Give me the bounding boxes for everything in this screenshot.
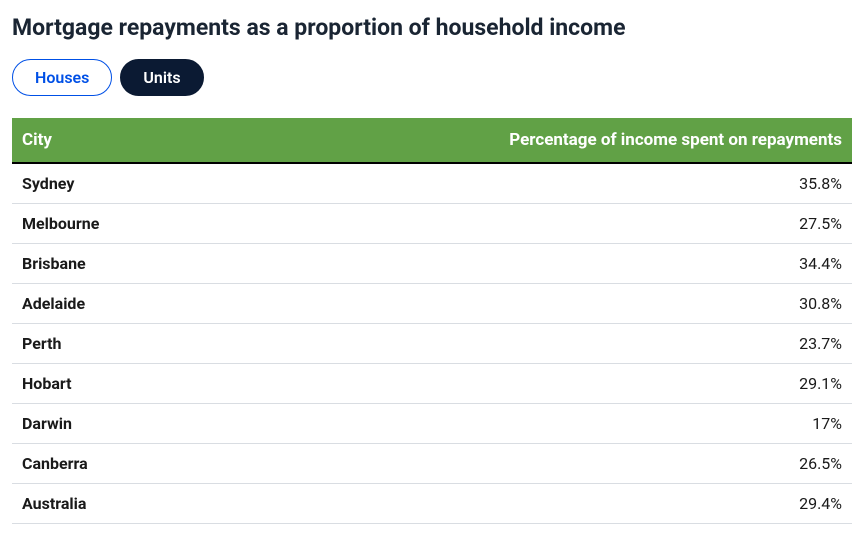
cell-value: 29.4% xyxy=(194,484,852,524)
table-header-row: City Percentage of income spent on repay… xyxy=(12,118,852,163)
cell-value: 30.8% xyxy=(194,284,852,324)
page-title: Mortgage repayments as a proportion of h… xyxy=(12,14,852,41)
cell-city: Sydney xyxy=(12,163,194,204)
col-header-percentage: Percentage of income spent on repayments xyxy=(194,118,852,163)
cell-city: Hobart xyxy=(12,364,194,404)
cell-city: Australia xyxy=(12,484,194,524)
cell-city: Melbourne xyxy=(12,204,194,244)
cell-value: 29.1% xyxy=(194,364,852,404)
tab-group: Houses Units xyxy=(12,59,852,96)
col-header-city: City xyxy=(12,118,194,163)
cell-value: 17% xyxy=(194,404,852,444)
tab-houses[interactable]: Houses xyxy=(12,59,112,96)
cell-value: 23.7% xyxy=(194,324,852,364)
table-row: Australia 29.4% xyxy=(12,484,852,524)
table-row: Hobart 29.1% xyxy=(12,364,852,404)
table-row: Perth 23.7% xyxy=(12,324,852,364)
cell-city: Darwin xyxy=(12,404,194,444)
cell-city: Canberra xyxy=(12,444,194,484)
cell-city: Adelaide xyxy=(12,284,194,324)
cell-value: 35.8% xyxy=(194,163,852,204)
cell-value: 27.5% xyxy=(194,204,852,244)
table-row: Darwin 17% xyxy=(12,404,852,444)
cell-value: 34.4% xyxy=(194,244,852,284)
tab-units[interactable]: Units xyxy=(120,59,203,96)
table-row: Brisbane 34.4% xyxy=(12,244,852,284)
table-row: Sydney 35.8% xyxy=(12,163,852,204)
cell-city: Perth xyxy=(12,324,194,364)
cell-value: 26.5% xyxy=(194,444,852,484)
table-row: Melbourne 27.5% xyxy=(12,204,852,244)
table-row: Adelaide 30.8% xyxy=(12,284,852,324)
table-row: Canberra 26.5% xyxy=(12,444,852,484)
cell-city: Brisbane xyxy=(12,244,194,284)
repayments-table: City Percentage of income spent on repay… xyxy=(12,118,852,524)
